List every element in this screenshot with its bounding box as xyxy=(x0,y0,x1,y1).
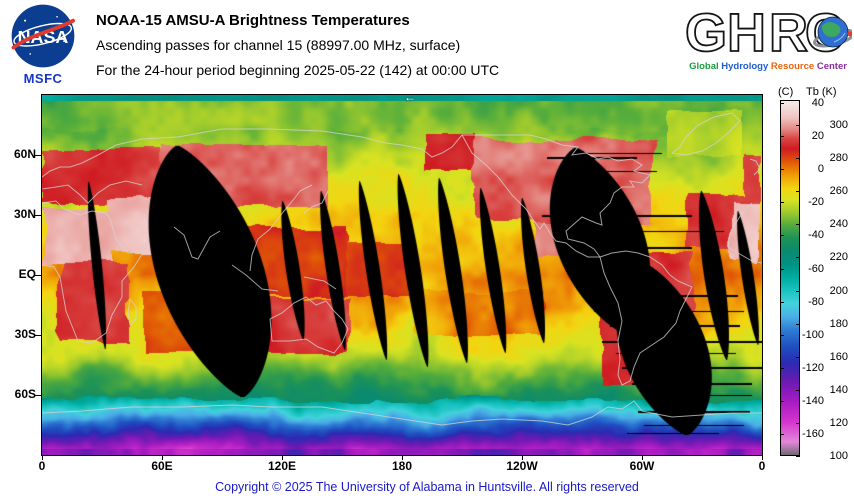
kelvin-tick-mark xyxy=(796,257,800,258)
celsius-tick-mark xyxy=(780,368,784,369)
kelvin-tick-label: 260 xyxy=(829,185,848,197)
kelvin-tick-mark xyxy=(796,324,800,325)
msfc-label: MSFC xyxy=(23,71,63,86)
celsius-tick-mark xyxy=(780,136,784,137)
celsius-tick-mark xyxy=(780,103,784,104)
celsius-tick-label: 40 xyxy=(811,97,824,109)
kelvin-tick-mark xyxy=(796,158,800,159)
kelvin-tick-mark xyxy=(796,291,800,292)
kelvin-tick-label: 200 xyxy=(829,285,848,297)
lon-tick-mark xyxy=(522,455,523,460)
kelvin-tick-label: 280 xyxy=(829,152,848,164)
globe-icon xyxy=(817,16,849,48)
nasa-swoosh-icon xyxy=(11,18,75,50)
kelvin-tick-mark xyxy=(796,390,800,391)
ghrc-letters-icon: G H R C xyxy=(684,2,854,64)
celsius-tick-label: 0 xyxy=(817,163,824,175)
lon-tick-label: 60W xyxy=(629,459,655,473)
celsius-tick-label: -120 xyxy=(801,362,824,374)
nasa-wordmark: NASA xyxy=(18,27,69,47)
lat-tick-mark xyxy=(35,155,42,156)
lon-tick-mark xyxy=(42,455,43,460)
colorbar-unit-kelvin: Tb (K) xyxy=(806,86,837,98)
lon-tick-mark xyxy=(642,455,643,460)
colorbar-unit-celsius: (C) xyxy=(778,86,794,98)
celsius-tick-mark xyxy=(780,169,784,170)
lat-tick-label: 60N xyxy=(13,147,36,161)
lat-tick-mark xyxy=(35,395,42,396)
lon-tick-label: 60E xyxy=(151,459,173,473)
kelvin-tick-label: 100 xyxy=(829,450,848,462)
kelvin-tick-label: 180 xyxy=(829,318,848,330)
nasa-insignia-icon: NASA xyxy=(11,4,75,68)
colorbar xyxy=(780,100,800,456)
celsius-tick-label: -40 xyxy=(808,229,824,241)
ghrc-logo: G H R C Global Hydrology Resource Center xyxy=(684,2,854,72)
svg-text:H: H xyxy=(727,4,766,62)
celsius-tick-mark xyxy=(780,401,784,402)
subtitle-period: For the 24-hour period beginning 2025-05… xyxy=(96,62,500,78)
kelvin-tick-label: 240 xyxy=(829,218,848,230)
lon-tick-mark xyxy=(282,455,283,460)
kelvin-tick-mark xyxy=(796,191,800,192)
celsius-tick-label: -20 xyxy=(808,196,824,208)
lon-tick-mark xyxy=(762,455,763,460)
lat-tick-mark xyxy=(35,335,42,336)
kelvin-tick-mark xyxy=(796,423,800,424)
celsius-tick-label: -80 xyxy=(808,296,824,308)
kelvin-tick-mark xyxy=(796,456,800,457)
ghrc-tagline-word: Global xyxy=(689,61,719,72)
celsius-tick-mark xyxy=(780,202,784,203)
kelvin-tick-label: 220 xyxy=(829,251,848,263)
celsius-tick-label: -60 xyxy=(808,263,824,275)
lon-tick-label: 0 xyxy=(38,459,46,473)
kelvin-tick-label: 160 xyxy=(829,351,848,363)
lon-tick-label: 0 xyxy=(758,459,766,473)
celsius-tick-mark xyxy=(780,235,784,236)
lat-tick-label: 60S xyxy=(14,387,36,401)
celsius-tick-mark xyxy=(780,434,784,435)
lat-tick-mark xyxy=(35,215,42,216)
lon-tick-label: 120W xyxy=(506,459,538,473)
celsius-tick-mark xyxy=(780,269,784,270)
celsius-tick-mark xyxy=(780,302,784,303)
lon-tick-mark xyxy=(402,455,403,460)
kelvin-tick-mark xyxy=(796,224,800,225)
svg-text:R: R xyxy=(769,4,808,62)
celsius-tick-label: -100 xyxy=(801,329,824,341)
cursor-arrow-icon: ← xyxy=(404,90,416,104)
lon-tick-label: 120E xyxy=(267,459,297,473)
page-title: NOAA-15 AMSU-A Brightness Temperatures xyxy=(96,12,410,29)
ghrc-tagline-word: Resource xyxy=(770,61,815,72)
kelvin-tick-mark xyxy=(796,357,800,358)
nasa-logo: NASA MSFC xyxy=(10,4,76,86)
kelvin-tick-label: 140 xyxy=(829,384,848,396)
kelvin-tick-mark xyxy=(796,125,800,126)
brightness-temperature-map xyxy=(42,95,762,455)
celsius-tick-label: 20 xyxy=(811,130,824,142)
kelvin-tick-label: 120 xyxy=(829,417,848,429)
celsius-tick-label: -140 xyxy=(801,395,824,407)
subtitle-channel: Ascending passes for channel 15 (88997.0… xyxy=(96,37,461,53)
lat-tick-label: 30S xyxy=(14,327,36,341)
ghrc-tagline: Global Hydrology Resource Center xyxy=(684,61,852,72)
celsius-tick-label: -160 xyxy=(801,428,824,440)
lat-tick-label: 30N xyxy=(13,207,36,221)
lon-tick-mark xyxy=(162,455,163,460)
lat-tick-label: EQ xyxy=(18,267,36,281)
kelvin-tick-label: 300 xyxy=(829,119,848,131)
ghrc-tagline-word: Center xyxy=(816,61,847,72)
copyright-text: Copyright © 2025 The University of Alaba… xyxy=(215,480,639,494)
ring-tip-icon xyxy=(847,31,853,37)
lon-tick-label: 180 xyxy=(391,459,413,473)
header: NOAA-15 AMSU-A Brightness Temperatures A… xyxy=(96,8,499,83)
ghrc-tagline-word: Hydrology xyxy=(721,61,769,72)
svg-text:G: G xyxy=(685,4,727,62)
lat-tick-mark xyxy=(35,275,42,276)
celsius-tick-mark xyxy=(780,335,784,336)
